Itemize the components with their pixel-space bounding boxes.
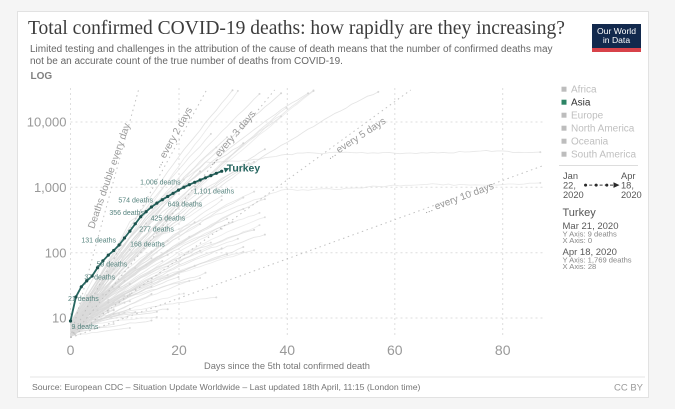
svg-text:Asia: Asia <box>571 98 591 109</box>
svg-text:10,000: 10,000 <box>27 115 67 130</box>
svg-text:10: 10 <box>52 311 66 326</box>
svg-text:CC BY: CC BY <box>614 383 644 394</box>
svg-text:Mar 21, 2020: Mar 21, 2020 <box>563 221 619 232</box>
svg-text:Turkey: Turkey <box>563 207 597 219</box>
svg-text:649 deaths: 649 deaths <box>168 202 203 209</box>
svg-text:Turkey: Turkey <box>227 164 261 175</box>
svg-text:Apr 18, 2020: Apr 18, 2020 <box>563 247 617 258</box>
svg-text:Y Axis: 9 deaths: Y Axis: 9 deaths <box>563 230 618 239</box>
svg-text:59 deaths: 59 deaths <box>97 262 128 269</box>
svg-text:Apr: Apr <box>621 171 635 181</box>
svg-text:Days since the 5th total confi: Days since the 5th total confirmed death <box>204 361 370 371</box>
svg-text:21 deaths: 21 deaths <box>68 296 99 303</box>
svg-text:Oceania: Oceania <box>571 137 609 148</box>
svg-text:9 deaths: 9 deaths <box>72 324 99 331</box>
svg-text:... every 5 days: ... every 5 days <box>325 116 388 162</box>
svg-text:X Axis: 0: X Axis: 0 <box>563 236 593 245</box>
svg-text:20: 20 <box>171 342 187 358</box>
svg-text:100: 100 <box>45 245 67 260</box>
svg-text:X Axis: 28: X Axis: 28 <box>563 262 597 271</box>
svg-text:... every 10 days: ... every 10 days <box>423 181 496 216</box>
svg-text:574 deaths: 574 deaths <box>118 197 153 204</box>
svg-text:Europe: Europe <box>571 111 604 122</box>
svg-text:131 deaths: 131 deaths <box>81 238 116 245</box>
svg-text:1,006 deaths: 1,006 deaths <box>140 180 181 187</box>
svg-text:Source: European CDC – Situati: Source: European CDC – Situation Update … <box>32 382 421 392</box>
svg-text:80: 80 <box>495 342 511 358</box>
svg-text:356 deaths: 356 deaths <box>109 210 144 217</box>
svg-text:1,101 deaths: 1,101 deaths <box>194 189 235 196</box>
svg-text:Jan: Jan <box>563 171 578 181</box>
svg-text:277 deaths: 277 deaths <box>139 226 174 233</box>
svg-text:North America: North America <box>571 124 635 135</box>
svg-text:37 deaths: 37 deaths <box>84 275 115 282</box>
svg-text:0: 0 <box>67 342 75 358</box>
svg-text:22,: 22, <box>563 181 576 191</box>
svg-text:... every 2 days: ... every 2 days <box>153 105 195 170</box>
svg-text:168 deaths: 168 deaths <box>130 242 165 249</box>
svg-text:Y Axis: 1,769 deaths: Y Axis: 1,769 deaths <box>563 256 632 265</box>
svg-text:Africa: Africa <box>571 85 597 96</box>
svg-text:1,000: 1,000 <box>34 180 67 195</box>
svg-text:40: 40 <box>280 342 296 358</box>
svg-text:2020: 2020 <box>563 190 584 200</box>
svg-text:425 deaths: 425 deaths <box>151 216 186 223</box>
svg-text:South America: South America <box>571 150 636 161</box>
svg-text:2020: 2020 <box>621 190 642 200</box>
svg-text:18,: 18, <box>621 181 634 191</box>
svg-text:60: 60 <box>387 342 403 358</box>
